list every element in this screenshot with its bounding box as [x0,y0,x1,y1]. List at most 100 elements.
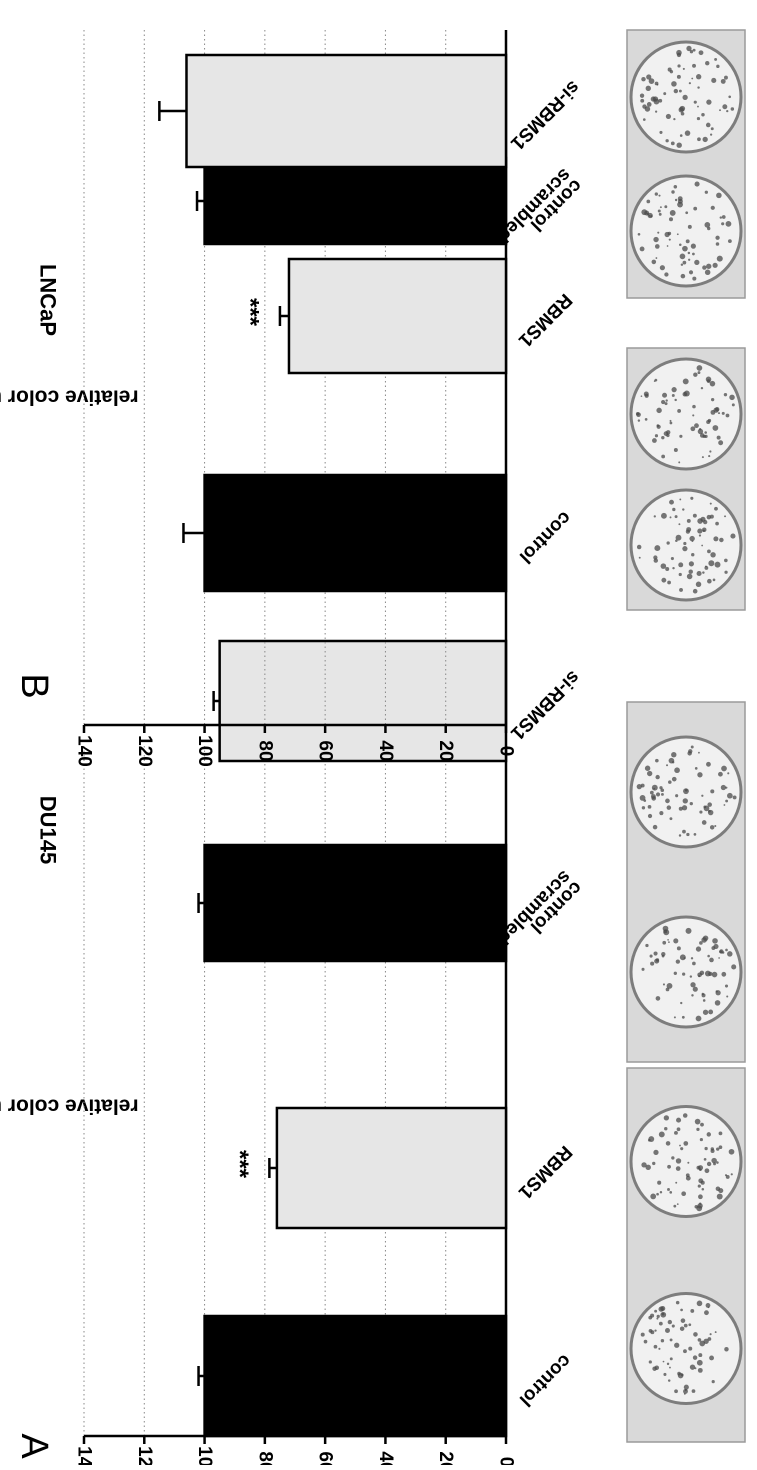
panel-a-colony-dot [671,1156,675,1160]
panel-b-colony-dot [678,572,682,577]
panel-b-colony-dot [702,529,705,532]
panel-b-colony-dot [668,217,674,222]
panel-a-colony-dot [645,943,649,948]
panel-a-colony-dot [680,1147,684,1151]
panel-b-colony-dot [676,52,682,58]
panel-a-tick-label: 60 [315,1451,336,1465]
panel-b-colony-dot [685,211,689,215]
panel-a-colony-dot [713,943,719,950]
panel-a-colony-dot [659,786,663,790]
panel-b-colony-dot [691,77,694,80]
panel-b-colony-dot [680,263,684,266]
panel-a-colony-dot [658,1347,661,1350]
panel-b-colony-dot [714,506,718,511]
panel-a-colony-dot [653,787,656,790]
panel-b-colony-dot [690,243,696,249]
panel-b-colony-dot [679,434,683,438]
panel-a-colony-dot [675,1300,680,1305]
panel-b-colony-dot [723,392,728,397]
panel-b-petri-dish [629,357,743,471]
panel-b-colony-dot [712,425,719,431]
panel-a-colony-dot [692,986,698,992]
panel-b-colony-dot [696,74,702,80]
panel-b-colony-dot [644,418,648,421]
panel-b-colony-dot [697,371,701,375]
panel-b-tick-label: 20 [435,740,456,761]
panel-a-colony-dot [653,1344,658,1349]
panel-a-colony-dot [650,961,655,966]
panel-a-colony-dot [708,1009,714,1015]
panel-b-colony-dot [694,259,700,266]
panel-a-petri-dish [629,915,743,1029]
panel-b-colony-photo [626,347,746,611]
panel-b-colony-dot [710,552,716,558]
panel-a-colony-dot [701,794,704,797]
panel-b-colony-dot [707,226,711,231]
panel-b-colony-dot [664,272,669,277]
panel-a-colony-dot [704,1310,709,1316]
panel-b-colony-dot [697,137,701,142]
panel-a-colony-dot [653,951,658,956]
panel-a-colony-dot [680,1308,683,1312]
panel-b-colony-dot [715,235,720,240]
panel-a-colony-dot [676,946,681,951]
panel-a-colony-dot [702,1009,709,1015]
panel-b-colony-dot [656,407,662,414]
panel-a-colony-dot [660,1339,665,1343]
panel-b-colony-dot [664,402,668,406]
panel-b-colony-dot [709,380,716,387]
panel-a-colony-dot [695,1015,702,1022]
panel-b-colony-dot [721,411,725,415]
panel-b-colony-dot [700,386,704,390]
panel-a-colony-dot [667,939,669,941]
panel-b-colony-dot [704,221,711,228]
panel-a-colony-dot [641,967,645,971]
panel-b-colony-dot [669,516,672,519]
panel-b-colony-dot [704,190,708,194]
panel-b-colony-dot [653,98,660,105]
panel-a-colony-dot [725,1175,730,1179]
panel-b-colony-dot [688,270,694,275]
panel-b-colony-dot [727,239,732,243]
panel-a-colony-dot [652,1366,657,1371]
panel-a-colony-dot [669,1366,671,1369]
panel-a-colony-dot [680,1318,686,1323]
panel-a-colony-dot [711,1157,717,1164]
panel-a-colony-dot [651,784,658,791]
panel-a-colony-dot [728,1148,735,1155]
panel-a-colony-dot [699,1138,703,1142]
panel-b-colony-dot [687,251,691,255]
panel-a-colony-dot [673,1204,677,1208]
panel-a-colony-dot [720,784,727,791]
panel-a-colony-dot [654,958,660,964]
panel-b-colony-dot [709,502,712,505]
panel-a-colony-dot [693,833,697,836]
panel-a-colony-dot [640,783,645,788]
panel-a-colony-dot [647,770,653,777]
panel-a-colony-dot [675,959,681,964]
panel-b-colony-dot [682,245,688,252]
panel-b-colony-dot [696,365,703,371]
panel-b-colony-dot [678,107,684,113]
panel-a-colony-dot [659,1191,663,1194]
panel-b-colony-dot [697,528,703,534]
panel-a-colony-dot [674,767,680,774]
panel-b-colony-dot [672,507,676,512]
panel-a-colony-dot [662,925,669,932]
panel-a-colony-dot [689,1364,696,1370]
panel-b-colony-dot [676,233,679,236]
panel-a-colony-dot [703,805,710,812]
panel-b-colony-dot [641,76,646,82]
panel-b-colony-dot [682,260,687,265]
panel-a-colony-dot [688,749,693,754]
panel-b-colony-dot [663,92,667,96]
panel-b-colony-dot [638,556,641,559]
panel-b-tick-label: 40 [375,740,396,761]
panel-b-colony-dot [702,136,708,143]
panel-b-colony-dot [689,50,694,54]
panel-a-colony-dot [718,1145,723,1150]
panel-b-colony-dot [718,440,724,446]
panel-a-colony-dot [716,1193,723,1200]
panel-b-colony-dot [730,107,735,111]
panel-a-colony-dot [721,765,727,772]
